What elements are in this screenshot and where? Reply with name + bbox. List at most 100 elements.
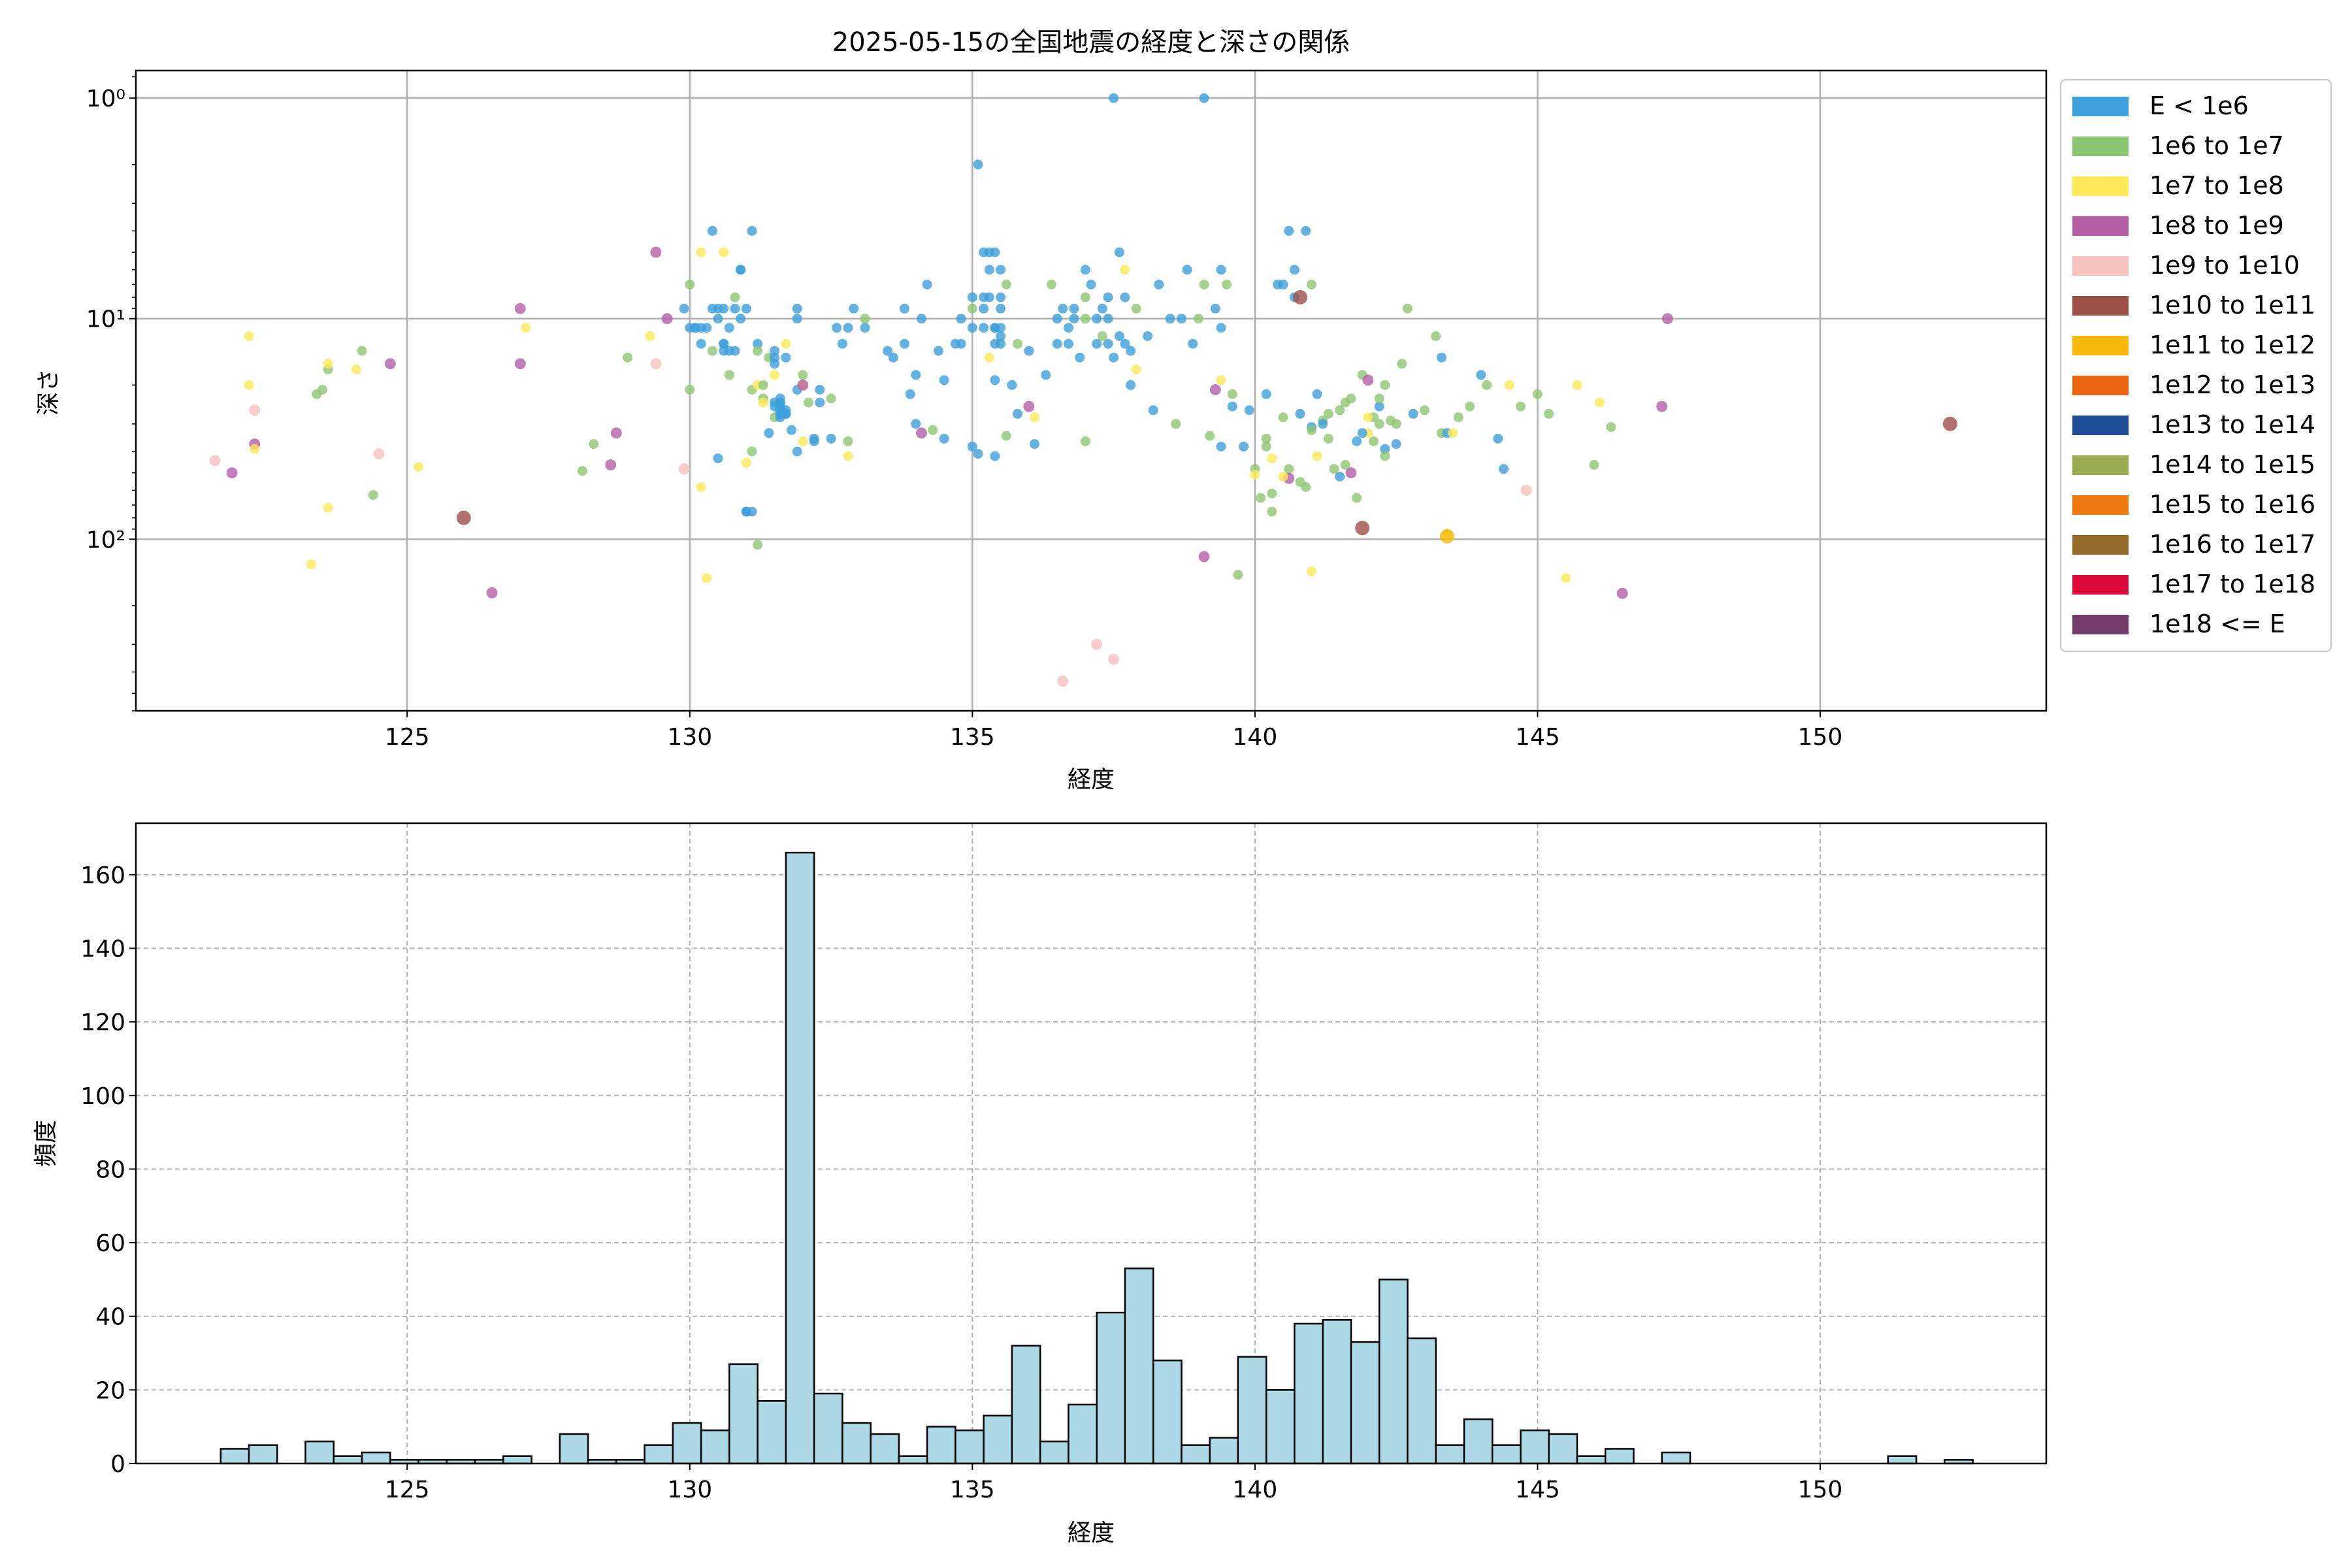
scatter-point — [1318, 419, 1328, 429]
legend-label: E < 1e6 — [2149, 91, 2249, 120]
scatter-point — [1261, 389, 1271, 399]
histogram-bar — [1520, 1429, 1550, 1465]
scatter-point — [696, 338, 706, 349]
histogram-y-tick-label: 160 — [80, 862, 125, 889]
scatter-point — [792, 446, 802, 457]
histogram-bar — [1604, 1448, 1635, 1465]
scatter-point — [1109, 93, 1119, 103]
scatter-point — [973, 449, 983, 459]
scatter-point — [1086, 280, 1096, 289]
scatter-point — [1306, 425, 1316, 435]
histogram-bar — [559, 1433, 589, 1465]
legend-label: 1e15 to 1e16 — [2149, 490, 2315, 519]
histogram-bar — [333, 1455, 363, 1465]
scatter-point — [1616, 587, 1628, 599]
histogram-bar — [1463, 1418, 1494, 1465]
scatter-point — [996, 303, 1006, 314]
legend-label: 1e6 to 1e7 — [2149, 131, 2284, 160]
legend-label: 1e17 to 1e18 — [2149, 570, 2315, 598]
scatter-point — [764, 428, 774, 438]
scatter-point — [1352, 493, 1362, 503]
scatter-point — [996, 331, 1006, 341]
scatter-point — [1205, 431, 1215, 441]
scatter-point — [781, 408, 791, 419]
scatter-point — [1357, 428, 1367, 438]
scatter-point — [956, 338, 966, 349]
scatter-point — [996, 292, 1006, 302]
histogram-bar — [700, 1429, 730, 1465]
histogram-y-tick-label: 140 — [80, 936, 125, 962]
scatter-point — [979, 303, 989, 314]
legend-label: 1e12 to 1e13 — [2149, 370, 2315, 399]
histogram-bar — [955, 1429, 985, 1465]
histogram-x-tick-label: 145 — [1515, 1477, 1560, 1503]
scatter-point — [736, 265, 746, 275]
histogram-bar — [1039, 1440, 1070, 1465]
scatter-point — [514, 358, 526, 370]
scatter-point — [1126, 380, 1136, 390]
scatter-point — [922, 280, 932, 289]
scatter-point — [244, 331, 254, 341]
scatter-point — [351, 365, 361, 374]
scatter-point — [911, 370, 921, 380]
scatter-point — [730, 292, 740, 302]
histogram-bar — [1294, 1322, 1324, 1465]
scatter-x-tick-label: 145 — [1515, 724, 1560, 751]
histogram-x-tick-label: 130 — [667, 1477, 712, 1503]
histogram-bar — [1661, 1451, 1691, 1465]
scatter-point — [1013, 338, 1022, 349]
scatter-point — [1063, 338, 1073, 349]
scatter-point — [1210, 303, 1220, 314]
scatter-point — [1199, 93, 1209, 103]
scatter-point — [1216, 442, 1226, 451]
scatter-point — [1295, 408, 1305, 419]
histogram-y-tick-label: 100 — [80, 1083, 125, 1110]
scatter-point — [860, 323, 870, 333]
scatter-point — [1476, 370, 1486, 380]
histogram-bar — [1887, 1455, 1918, 1465]
scatter-point — [1329, 464, 1339, 474]
histogram-bar — [1322, 1319, 1352, 1465]
scatter-point — [1482, 380, 1492, 390]
scatter-point — [1058, 303, 1068, 314]
scatter-point — [832, 323, 842, 333]
histogram-bar — [304, 1440, 335, 1465]
scatter-point — [1380, 380, 1390, 390]
scatter-point — [1023, 400, 1035, 412]
scatter-point — [741, 303, 751, 314]
scatter-point — [1216, 323, 1226, 333]
scatter-point — [984, 265, 994, 275]
scatter-point — [770, 370, 780, 380]
histogram-chart: 125 130 135 140 145 150 0 20 40 60 80 100 120 140 160… — [33, 822, 2048, 1546]
scatter-point — [1369, 436, 1379, 446]
scatter-point — [486, 587, 498, 598]
scatter-point — [1092, 338, 1102, 349]
scatter-point — [685, 280, 695, 289]
scatter-point — [797, 379, 809, 391]
scatter-point — [724, 370, 734, 380]
scatter-point — [1301, 225, 1311, 236]
scatter-point — [888, 352, 898, 363]
scatter-point — [306, 559, 316, 570]
scatter-point — [1942, 416, 1957, 431]
scatter-point — [696, 482, 706, 492]
scatter-point — [1069, 303, 1079, 314]
scatter-point — [1198, 551, 1210, 563]
scatter-point — [1352, 436, 1362, 446]
scatter-point — [724, 323, 734, 333]
scatter-point — [792, 303, 802, 314]
scatter-point — [967, 442, 977, 451]
scatter-point — [781, 338, 791, 349]
scatter-point — [1306, 566, 1316, 577]
legend-label: 1e9 to 1e10 — [2149, 251, 2300, 280]
scatter-point — [787, 425, 796, 435]
histogram-bar — [502, 1455, 532, 1465]
legend-swatch — [2072, 455, 2129, 475]
scatter-point — [702, 573, 712, 583]
scatter-point — [707, 225, 717, 236]
scatter-point — [1267, 488, 1277, 498]
scatter-point — [741, 457, 751, 468]
histogram-bar — [1096, 1311, 1126, 1465]
histogram-y-tick-label: 20 — [95, 1377, 125, 1404]
scatter-point — [1323, 408, 1333, 419]
